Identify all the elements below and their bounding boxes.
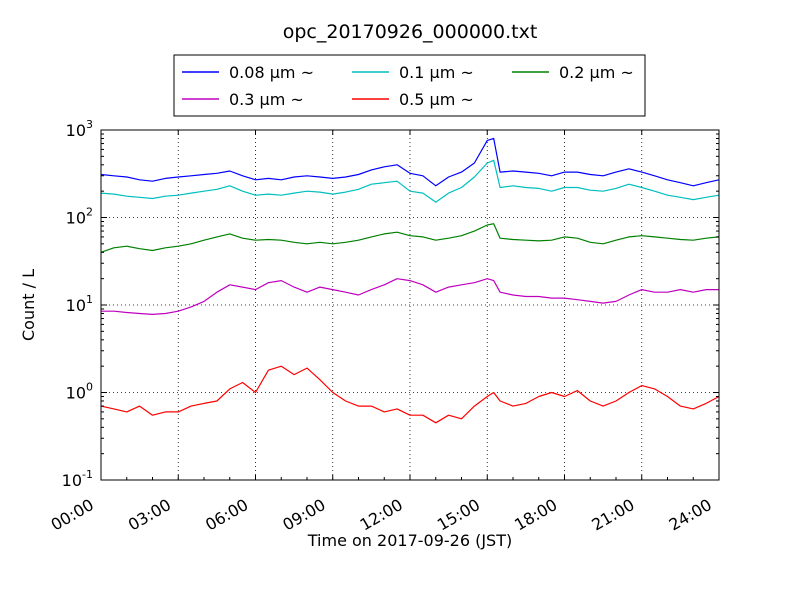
series-line-2 (100, 223, 720, 253)
x-tick-label: 15:00 (434, 495, 483, 535)
y-tick-label: 100 (66, 381, 93, 403)
chart-title: opc_20170926_000000.txt (283, 21, 538, 43)
x-axis-label: Time on 2017-09-26 (JST) (307, 531, 512, 550)
grid (101, 130, 719, 480)
y-tick-label: 10-1 (62, 468, 93, 490)
x-ticks: 00:00 03:00 06:00 09:00 12:00 15:00 18:00 21:00… (48, 130, 720, 535)
series-line-1 (100, 159, 720, 203)
x-tick-label: 18:00 (511, 495, 560, 535)
x-tick-label: 03:00 (125, 495, 174, 535)
x-tick-label: 21:00 (588, 495, 637, 535)
legend-label-4: 0.5 μm ~ (399, 90, 474, 109)
x-tick-label: 24:00 (666, 495, 715, 535)
legend-label-1: 0.1 μm ~ (399, 63, 474, 82)
legend-label-3: 0.3 μm ~ (229, 90, 304, 109)
x-tick-label: 12:00 (357, 495, 406, 535)
legend-box (173, 54, 646, 117)
series-lines (100, 137, 720, 424)
x-tick-label: 06:00 (202, 495, 251, 535)
series-line-0 (100, 137, 720, 187)
y-tick-label: 103 (66, 118, 93, 140)
series-line-3 (101, 278, 719, 315)
y-ticks: 10-1 100 101 102 103 (62, 118, 719, 490)
legend-label-2: 0.2 μm ~ (559, 63, 634, 82)
x-tick-label: 09:00 (279, 495, 328, 535)
y-tick-label: 101 (66, 293, 93, 315)
series-line-4 (100, 365, 720, 424)
x-tick-label: 00:00 (48, 495, 97, 535)
legend-label-0: 0.08 μm ~ (229, 63, 314, 82)
legend: 0.08 μm ~ 0.1 μm ~ 0.2 μm ~ 0.3 μm ~ 0.5 μm … (173, 54, 646, 117)
y-axis-label: Count / L (19, 269, 38, 341)
y-tick-label: 102 (66, 206, 93, 228)
